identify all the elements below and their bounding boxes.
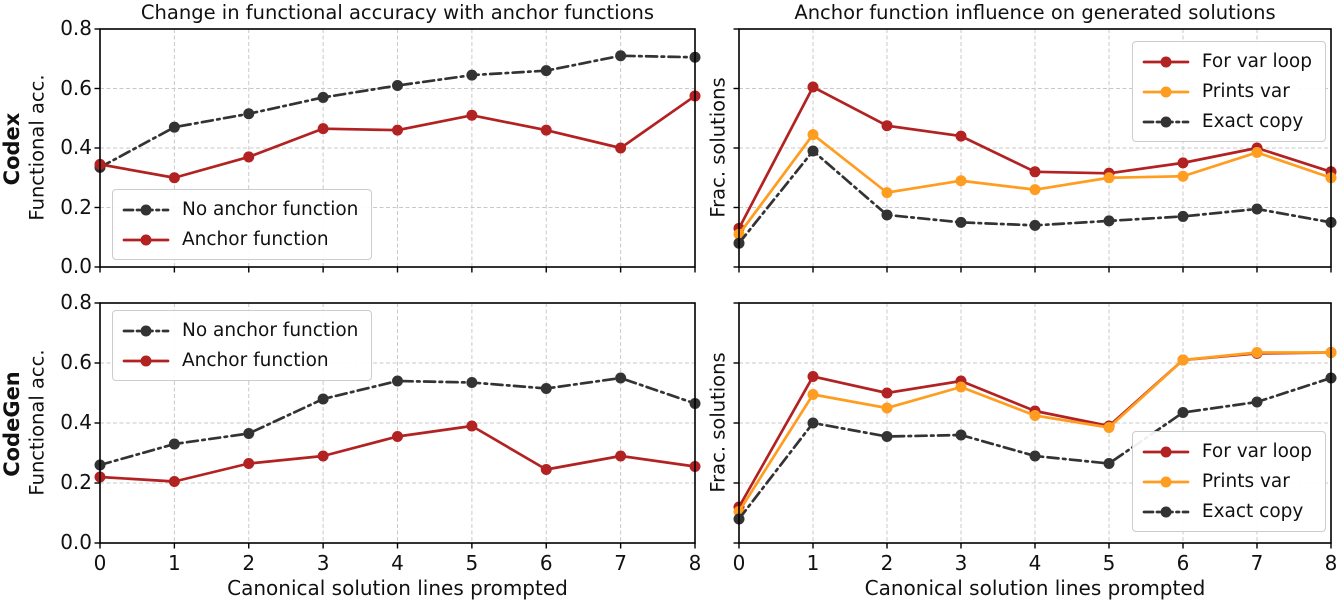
legend-label: Prints var [1201, 81, 1290, 102]
legend: For var loop Prints var Exact copy [1131, 41, 1326, 142]
x-tick-label: 7 [1250, 551, 1264, 575]
legend-swatch [1142, 86, 1190, 97]
plot-codex-influence: For var loop Prints var Exact copy [733, 28, 1337, 273]
plot-codegen-influence: 0 1 2 3 4 5 6 7 8 For var loop Prints var Exact cop… [733, 302, 1337, 575]
legend-swatch [1142, 476, 1190, 487]
series-exact-copy [733, 145, 1337, 249]
legend: No anchor function Anchor function [112, 189, 373, 260]
legend-entry: For var loop [1142, 437, 1312, 466]
y-tick-label: 0.4 [60, 410, 92, 435]
x-tick-label: 7 [614, 551, 627, 575]
y-tick-label: 0.0 [60, 530, 92, 555]
y-tick-label: 0.8 [60, 290, 92, 315]
x-axis-label-right: Canonical solution lines prompted [864, 576, 1206, 600]
plot-codex-accuracy: 0.0 0.2 0.4 0.6 0.8 No anchor function Anchor … [60, 16, 701, 278]
legend-swatch [1142, 56, 1190, 67]
x-tick-label: 2 [880, 551, 894, 575]
legend-label: For var loop [1201, 441, 1312, 462]
legend-swatch [122, 204, 170, 215]
x-tick-label: 0 [93, 551, 107, 575]
x-tick-label: 6 [539, 551, 553, 575]
series-anchor-function [94, 420, 701, 487]
legend-entry: Prints var [1142, 467, 1312, 496]
legend-swatch [1142, 506, 1190, 517]
chart-canvas-codegen-influence [733, 302, 1337, 549]
x-tick-label: 5 [1102, 551, 1116, 575]
y-tick-label: 0.0 [60, 254, 92, 279]
chart-canvas-codex-accuracy [94, 28, 701, 273]
x-tick-label: 0 [732, 551, 746, 575]
legend-label: Exact copy [1201, 501, 1304, 522]
x-tick-label: 1 [168, 551, 181, 575]
x-tick-label: 2 [242, 551, 256, 575]
series-anchor-function [94, 90, 701, 184]
plot-codegen-accuracy: 0.0 0.2 0.4 0.6 0.8 0 1 2 3 4 5 6 7 8 No anchor functi… [60, 290, 701, 575]
x-tick-label: 5 [465, 551, 479, 575]
chart-canvas-codex-influence [733, 28, 1337, 273]
x-tick-label: 3 [316, 551, 330, 575]
chart-title-influence: Anchor function influence on generated s… [794, 1, 1276, 24]
legend-label: Exact copy [1201, 111, 1304, 132]
x-tick-label: 8 [688, 551, 702, 575]
x-tick-label: 8 [1324, 551, 1338, 575]
y-tick-label: 0.2 [60, 470, 92, 495]
y-tick-label: 0.4 [60, 135, 92, 160]
legend-label: Prints var [1201, 471, 1290, 492]
y-tick-label: 0.2 [60, 194, 92, 219]
y-axis-label-frac-solutions-bottom: Frac. solutions [706, 352, 730, 493]
legend: No anchor function Anchor function [112, 310, 373, 381]
legend: For var loop Prints var Exact copy [1131, 431, 1326, 532]
x-tick-label: 4 [1028, 551, 1042, 575]
y-tick-label: 0.6 [60, 75, 92, 100]
x-tick-label: 4 [391, 551, 404, 575]
x-tick-label: 6 [1176, 551, 1190, 575]
x-tick-label: 1 [806, 551, 820, 575]
x-tick-label: 3 [954, 551, 968, 575]
legend-entry: Anchor function [122, 346, 358, 375]
legend-label: For var loop [1201, 51, 1312, 72]
x-axis-label-left: Canonical solution lines prompted [227, 576, 568, 600]
legend-swatch [122, 355, 170, 366]
y-tick-label: 0.8 [60, 16, 92, 41]
legend-label: No anchor function [182, 199, 359, 220]
y-tick-label: 0.6 [60, 350, 92, 375]
legend-label: Anchor function [182, 350, 329, 371]
legend-entry: Prints var [1142, 77, 1312, 106]
legend-entry: Anchor function [122, 225, 358, 254]
legend-swatch [122, 325, 170, 336]
y-axis-label-frac-solutions-top: Frac. solutions [706, 77, 730, 218]
series-prints-var [733, 129, 1337, 240]
chart-canvas-codegen-accuracy [94, 302, 701, 549]
legend-swatch [122, 234, 170, 245]
legend-label: No anchor function [182, 320, 359, 341]
chart-title-accuracy: Change in functional accuracy with ancho… [140, 1, 655, 24]
legend-entry: No anchor function [122, 316, 359, 345]
legend-label: Anchor function [182, 229, 329, 250]
legend-entry: Exact copy [1142, 107, 1312, 136]
legend-swatch [1142, 116, 1190, 127]
legend-entry: Exact copy [1142, 497, 1312, 526]
legend-entry: For var loop [1142, 47, 1312, 76]
legend-swatch [1142, 446, 1190, 457]
legend-entry: No anchor function [122, 195, 359, 224]
